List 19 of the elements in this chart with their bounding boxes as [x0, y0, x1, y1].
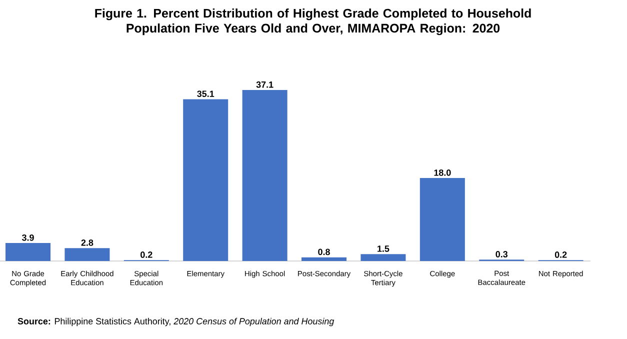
data-label: 0.3 [496, 251, 508, 258]
data-label: 2.8 [81, 240, 94, 246]
data-label: 0.2 [554, 252, 567, 258]
data-label: 1.5 [378, 246, 390, 252]
bar [420, 178, 465, 261]
data-label: 37.1 [256, 81, 274, 88]
data-label: 3.9 [22, 234, 34, 241]
bar [6, 243, 51, 261]
bar [360, 254, 406, 261]
bar [242, 90, 288, 261]
data-label: 0.8 [318, 248, 330, 256]
chart-title: Figure 1. Percent Distribution of Highest Grade Completed to Household Population Five Years Old and Over, MIMAROPA Region: 2020 [95, 8, 531, 36]
data-label: 35.1 [197, 90, 214, 98]
bar [302, 257, 347, 261]
bar [64, 248, 110, 261]
data-label: 0.2 [140, 252, 152, 258]
data-label: 18.0 [434, 169, 451, 176]
text: Source: Philippine Statistics Authority, 2020 Census of Population and Housing [18, 318, 334, 326]
bar [183, 99, 228, 261]
